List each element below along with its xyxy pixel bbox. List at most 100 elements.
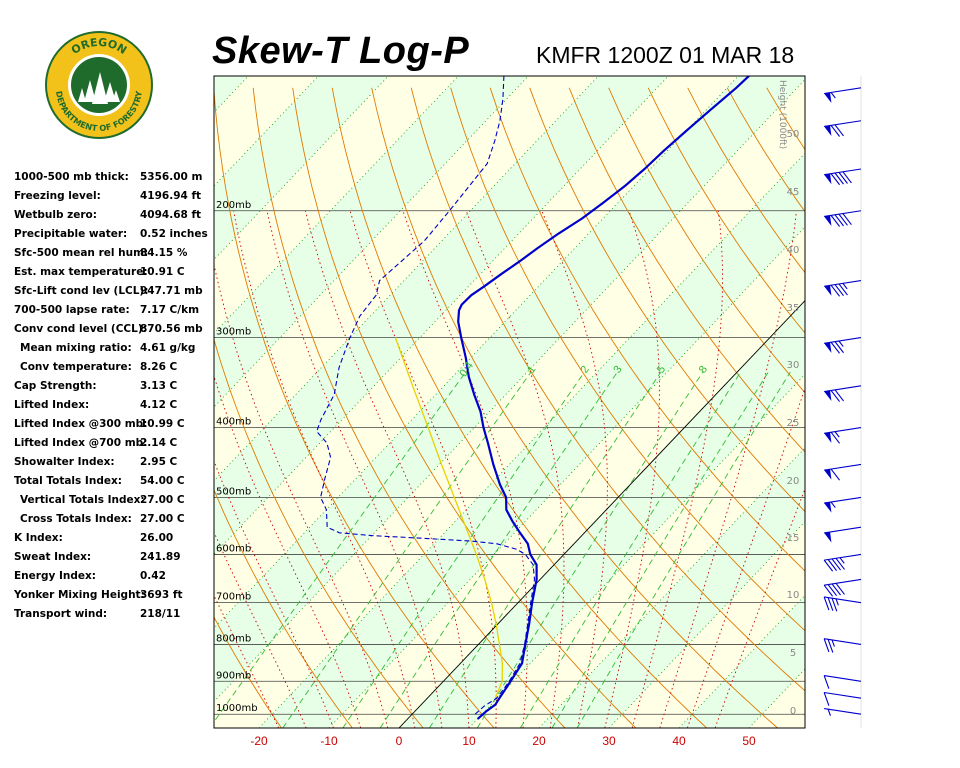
plot-area [0, 76, 960, 728]
barb-staff [824, 120, 862, 128]
mixing-ratio-label: 8 [697, 364, 710, 376]
temperature-tick-label: 20 [532, 734, 546, 748]
height-label: 20 [787, 476, 800, 487]
index-value: 3.13 C [140, 380, 178, 392]
index-row: Sfc-Lift cond lev (LCL): 947.71 mb [14, 282, 214, 301]
pressure-label: 200mb [216, 200, 251, 211]
index-value: 241.89 [140, 551, 181, 563]
moist-adiabat-line [233, 210, 416, 728]
temperature-tick-label: -10 [320, 734, 338, 748]
plot-frame [213, 75, 806, 729]
zero-isotherm-line [398, 299, 805, 728]
barb-pennant [824, 92, 832, 104]
barb-full [842, 171, 852, 184]
wind-barb [824, 280, 862, 297]
barb-staff [824, 87, 862, 95]
wind-barb [824, 168, 862, 186]
barb-full [830, 390, 841, 402]
barb-full [831, 597, 838, 612]
index-row: Freezing level: 4196.94 ft [14, 187, 214, 206]
isotherm-line [214, 76, 249, 113]
index-value: 8.26 C [140, 361, 178, 373]
mixing-ratio-label: 3 [611, 364, 624, 376]
isotherm-band [214, 76, 249, 113]
pressure-label: 900mb [216, 670, 251, 681]
dry-adiabat-line [529, 87, 805, 513]
barb-staff [824, 210, 862, 218]
index-row: Vertical Totals Index: 27.00 C [14, 491, 214, 510]
moist-adiabat-line [631, 210, 723, 728]
wind-barb [824, 707, 862, 716]
index-row: Wetbulb zero: 4094.68 ft [14, 206, 214, 225]
barb-half [834, 431, 840, 438]
temperature-tick-label: 0 [396, 734, 403, 748]
temperature-tick-label: 30 [602, 734, 616, 748]
barb-half [831, 639, 835, 647]
wind-barb [824, 427, 862, 444]
index-row: Conv temperature: 8.26 C [14, 358, 214, 377]
index-label: Mean mixing ratio: [20, 342, 132, 354]
index-label: Transport wind: [14, 608, 108, 620]
barb-full [835, 557, 845, 570]
dry-adiabat-line [214, 338, 424, 728]
station-time-label: KMFR 1200Z 01 MAR 18 [536, 42, 795, 68]
dry-adiabat-line [647, 87, 805, 334]
moist-adiabat-line [214, 594, 280, 728]
temperature-tick-label: -20 [250, 734, 268, 748]
index-label: Wetbulb zero: [14, 209, 97, 221]
isotherm-band [214, 76, 805, 702]
barb-staff [824, 578, 862, 586]
barb-pennant [824, 531, 832, 543]
index-row: Sweat Index: 241.89 [14, 548, 214, 567]
wind-barb [823, 691, 862, 706]
index-value: 2.14 C [140, 437, 178, 449]
index-label: Lifted Index: [14, 399, 90, 411]
pressure-label: 1000mb [216, 703, 258, 714]
index-label: Showalter Index: [14, 456, 115, 468]
mixing-ratio-line [282, 371, 532, 728]
pressure-label: 500mb [216, 486, 251, 497]
wind-barbs [823, 87, 862, 716]
dry-adiabat-line [410, 87, 805, 692]
mixing-ratio-label: 5 [655, 364, 668, 376]
dry-adiabat-line [846, 88, 960, 728]
dry-adiabat-line [371, 87, 778, 728]
index-row: 700-500 lapse rate: 7.17 C/km [14, 301, 214, 320]
pressure-label: 300mb [216, 327, 251, 338]
isotherm-band [0, 76, 108, 728]
dry-adiabat-line [331, 87, 708, 728]
index-row: Precipitable water: 0.52 inches [14, 225, 214, 244]
index-row: 1000-500 mb thick: 5356.00 m [14, 168, 214, 187]
barb-full [834, 341, 844, 354]
moist-adiabat-line [214, 459, 334, 728]
dry-adiabat-line [450, 87, 805, 632]
index-label: Freezing level: [14, 190, 101, 202]
index-row: Yonker Mixing Height: 3693 ft [14, 586, 214, 605]
barb-full [830, 215, 841, 227]
index-label: Total Totals Index: [14, 475, 122, 487]
barb-full [830, 341, 841, 354]
height-axis-label: Height (1000ft) [777, 80, 787, 149]
barb-staff [824, 596, 862, 604]
barb-full [823, 675, 830, 689]
height-label: 0 [790, 706, 796, 717]
index-label: Cross Totals Index: [20, 513, 132, 525]
barb-pennant [824, 390, 832, 402]
moist-adiabat-line [402, 210, 528, 728]
index-row: Mean mixing ratio: 4.61 g/kg [14, 339, 214, 358]
index-row: Lifted Index @300 mb: 10.99 C [14, 415, 214, 434]
dry-adiabat-line [489, 87, 805, 572]
dry-adiabat-line [214, 616, 282, 728]
height-label: 10 [787, 590, 800, 601]
index-row: Sfc-500 mean rel hum: 84.15 % [14, 244, 214, 263]
dry-adiabat-line [608, 87, 805, 394]
index-value: 27.00 C [140, 513, 185, 525]
mixing-ratio-line [214, 371, 467, 723]
wind-barb [824, 496, 862, 513]
barb-staff [824, 337, 862, 344]
index-label: Lifted Index @700 mb: [14, 437, 148, 449]
index-label: K Index: [14, 532, 63, 544]
index-row: K Index: 26.00 [14, 529, 214, 548]
barb-staff [824, 385, 862, 393]
barb-half [839, 557, 845, 564]
